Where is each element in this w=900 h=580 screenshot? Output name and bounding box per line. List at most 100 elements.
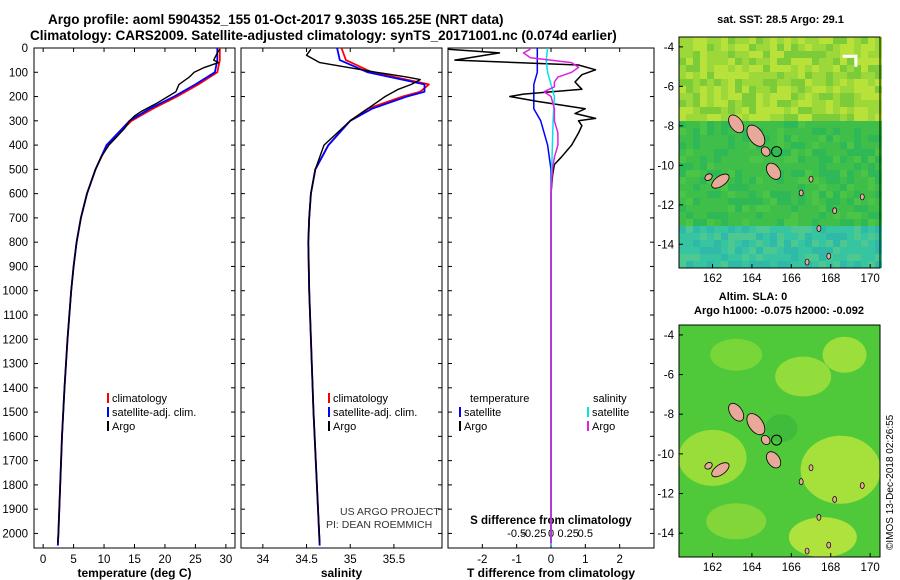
temperature-line-climatology	[56, 48, 221, 546]
islet	[826, 541, 832, 549]
island	[760, 146, 771, 157]
project-credit: US ARGO PROJECT	[340, 506, 440, 518]
title-line-1: Argo profile: aoml 5904352_155 01-Oct-20…	[48, 12, 504, 27]
salinity-legend-label: Argo	[333, 421, 356, 433]
tdiff-tick-label: 2	[616, 554, 622, 566]
depth-tick-label: 500	[9, 164, 28, 176]
tdiff-tick-label: -2	[477, 554, 487, 566]
islet	[816, 225, 822, 232]
islet	[808, 175, 814, 183]
legend-temperature-title: temperature	[470, 393, 529, 405]
pi-credit: PI: DEAN ROEMMICH	[326, 519, 432, 531]
island	[711, 462, 730, 478]
island	[746, 124, 766, 147]
depth-tick-label: 1700	[2, 456, 28, 468]
lon-tick-label: 168	[821, 562, 840, 574]
sdiff-argo-line	[522, 48, 580, 544]
tdiff-tick-label: -1	[512, 554, 522, 566]
depth-tick-label: 1800	[2, 480, 28, 492]
salinity-tick-label: 34	[256, 554, 269, 566]
temperature-legend-label: satellite-adj. clim.	[112, 407, 196, 419]
temperature-tick-label: 0	[40, 554, 46, 566]
salinity-line-climatology	[307, 47, 430, 546]
lon-tick-label: 164	[742, 273, 762, 285]
sdiff-tick-label: 0.25	[557, 528, 578, 540]
depth-tick-label: 1300	[2, 359, 28, 371]
salinity-legend-label: satellite-adj. clim.	[333, 407, 417, 419]
sdiff-tick-label: 0.5	[578, 528, 593, 540]
salinity-line-satellite	[307, 47, 426, 546]
islet	[798, 478, 804, 485]
lon-tick-label: 164	[742, 562, 762, 574]
islet	[826, 252, 832, 260]
temperature-axis-label: temperature (deg C)	[77, 566, 191, 580]
island	[766, 451, 782, 469]
tdiff-tick-label: 1	[582, 554, 588, 566]
temperature-legend-label: Argo	[112, 421, 135, 433]
tdiff-legend-satellite-label: satellite	[464, 407, 501, 419]
lat-tick-label: -14	[657, 239, 674, 251]
argo-position-marker	[771, 146, 783, 158]
temperature-line-argo	[57, 48, 221, 544]
argo-position-marker	[771, 434, 783, 446]
legend-salinity-title: salinity	[593, 393, 627, 405]
sla-map-frame	[678, 324, 881, 558]
depth-tick-label: 0	[22, 43, 28, 55]
islet	[804, 258, 810, 266]
depth-tick-label: 600	[9, 189, 28, 201]
sdiff-legend-satellite-label: satellite	[592, 407, 629, 419]
temperature-tick-label: 25	[189, 554, 202, 566]
depth-tick-label: 1600	[2, 431, 28, 443]
island	[704, 173, 713, 181]
depth-tick-label: 700	[9, 213, 28, 225]
title-line-2: Climatology: CARS2009. Satellite-adjuste…	[30, 28, 617, 43]
salinity-line-argo	[305, 48, 421, 544]
lon-tick-label: 166	[782, 273, 801, 285]
islet	[832, 496, 838, 503]
depth-tick-label: 1100	[3, 310, 28, 322]
lon-tick-label: 162	[703, 562, 722, 574]
salinity-legend-label: climatology	[333, 393, 389, 405]
islet	[798, 189, 804, 197]
lat-tick-label: -4	[664, 330, 675, 342]
depth-tick-label: 1400	[2, 383, 28, 395]
salinity-tick-label: 35	[344, 554, 357, 566]
sla-map-title-1: Altim. SLA: 0	[718, 291, 788, 303]
lat-tick-label: -10	[657, 160, 674, 172]
islet	[804, 547, 810, 555]
lon-tick-label: 168	[821, 273, 840, 285]
salinity-panel	[240, 47, 443, 549]
temperature-panel	[33, 47, 236, 549]
depth-tick-label: 100	[9, 67, 28, 79]
islet	[808, 464, 814, 472]
islet	[859, 193, 865, 201]
island	[760, 434, 771, 446]
lat-tick-label: -4	[664, 42, 675, 54]
sla-map-title-2: Argo h1000: -0.075 h2000: -0.092	[694, 305, 864, 317]
lat-tick-label: -8	[664, 121, 674, 133]
depth-tick-label: 1200	[2, 334, 28, 346]
temperature-tick-label: 30	[219, 554, 232, 566]
island	[704, 462, 713, 470]
temperature-tick-label: 20	[159, 554, 172, 566]
islet	[816, 513, 822, 521]
sst-map-title: sat. SST: 28.5 Argo: 29.1	[717, 14, 844, 26]
lon-tick-label: 166	[782, 562, 801, 574]
lat-tick-label: -14	[657, 528, 674, 540]
depth-tick-label: 200	[9, 92, 28, 104]
tdiff-tick-label: 0	[548, 554, 554, 566]
salinity-tick-label: 34.5	[295, 554, 317, 566]
depth-tick-label: 1500	[2, 407, 28, 419]
tdiff-satellite-line	[533, 48, 552, 546]
temperature-tick-label: 15	[128, 554, 141, 566]
sla-map: 162 164 166 168 170 -4 -6 -8 -10 -12 -14	[657, 324, 881, 574]
lon-tick-label: 170	[861, 273, 880, 285]
island	[746, 413, 766, 436]
depth-tick-label: 800	[9, 237, 28, 249]
temperature-tick-label: 10	[98, 554, 111, 566]
island	[711, 173, 730, 189]
lon-tick-label: 170	[861, 562, 880, 574]
tdiff-legend-argo-label: Argo	[464, 421, 487, 433]
islet	[832, 207, 838, 215]
